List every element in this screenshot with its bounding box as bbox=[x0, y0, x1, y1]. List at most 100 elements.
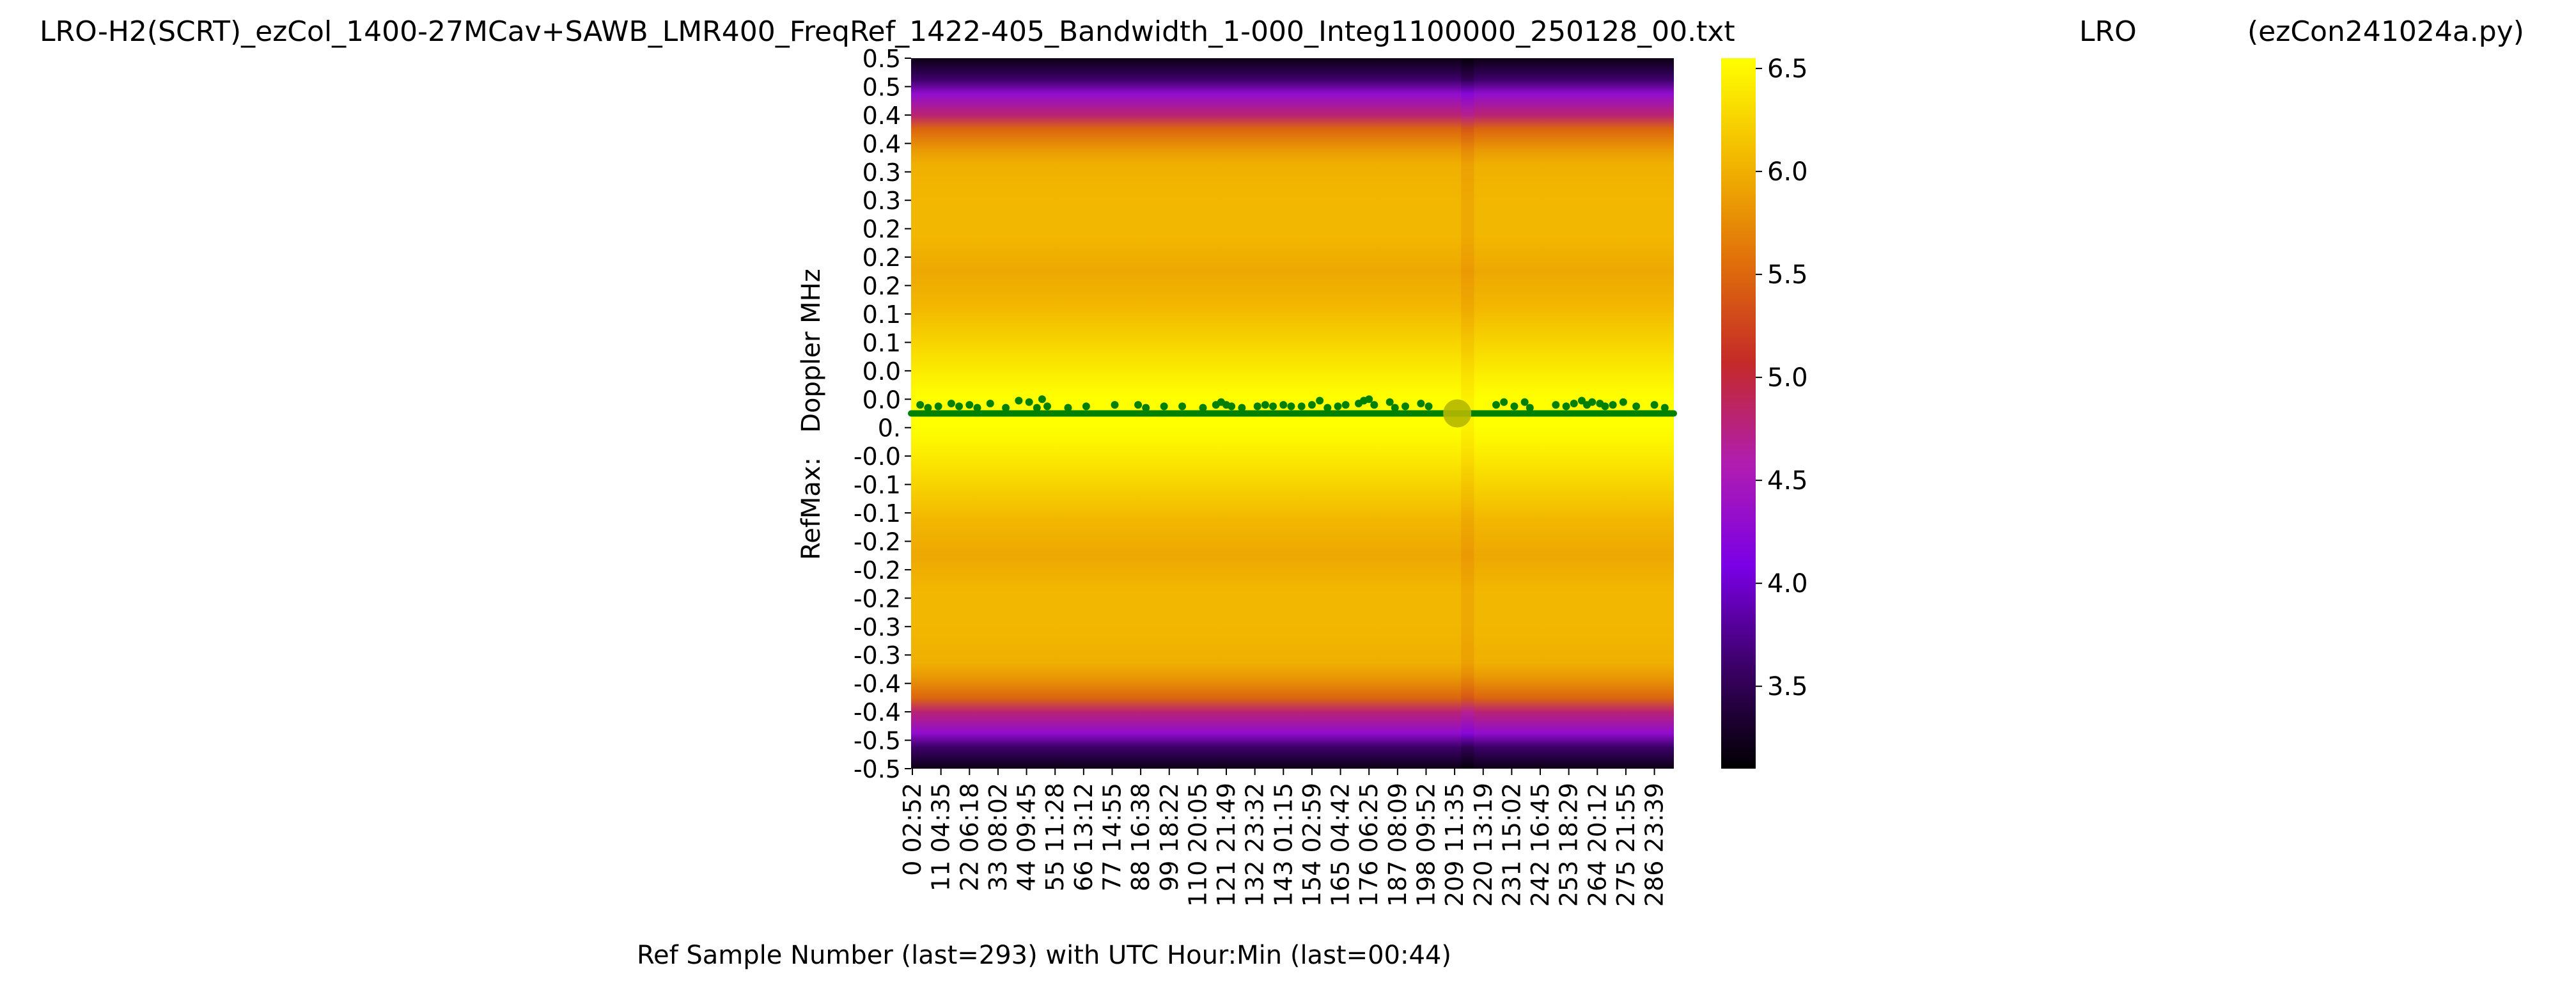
colorbar-tick-label: 6.0 bbox=[1767, 157, 1808, 187]
x-tick-label: 55 11:28 bbox=[1041, 783, 1069, 891]
y-tick-label: 0.1 bbox=[863, 301, 901, 329]
y-tick-label: 0.2 bbox=[863, 244, 901, 272]
refmax-point bbox=[1391, 404, 1399, 412]
refmax-point bbox=[1002, 404, 1010, 412]
refmax-point bbox=[1609, 401, 1617, 409]
refmax-point bbox=[1308, 401, 1316, 409]
refmax-point bbox=[955, 402, 964, 411]
refmax-point bbox=[1228, 402, 1236, 411]
x-tick-label: 0 02:52 bbox=[898, 783, 926, 876]
refmax-point bbox=[986, 399, 994, 407]
y-tick-label: 0. bbox=[878, 414, 901, 443]
refmax-point bbox=[1552, 401, 1560, 409]
refmax-point bbox=[1279, 401, 1288, 409]
refmax-point bbox=[1253, 402, 1261, 411]
y-tick-label: 0.3 bbox=[863, 187, 901, 215]
refmax-point bbox=[916, 401, 925, 409]
refmax-point bbox=[1082, 402, 1090, 411]
refmax-point bbox=[1199, 404, 1207, 412]
refmax-point bbox=[1386, 398, 1394, 406]
x-tick-label: 33 08:02 bbox=[984, 783, 1012, 891]
y-tick-label: 0.5 bbox=[863, 73, 901, 101]
refmax-point bbox=[1238, 404, 1246, 412]
refmax-point bbox=[1015, 396, 1023, 405]
y-tick-label: -0.4 bbox=[854, 670, 901, 698]
refmax-point bbox=[1365, 395, 1373, 404]
refmax-point bbox=[973, 404, 981, 412]
refmax-point bbox=[1520, 398, 1529, 406]
x-tick-label: 176 06:25 bbox=[1355, 783, 1383, 907]
refmax-point bbox=[1323, 404, 1332, 412]
x-tick-label: 99 18:22 bbox=[1155, 783, 1183, 891]
refmax-point bbox=[1269, 402, 1277, 411]
refmax-point bbox=[1570, 399, 1578, 407]
refmax-point bbox=[1601, 402, 1609, 411]
x-tick-label: 66 13:12 bbox=[1070, 783, 1098, 891]
refmax-point bbox=[924, 404, 932, 412]
colorbar-tick-label: 5.0 bbox=[1767, 363, 1808, 393]
x-tick-label: 154 02:59 bbox=[1298, 783, 1326, 907]
x-axis: 0 02:52 11 04:35 22 06:18 33 08:02 44 09:45 5… bbox=[898, 769, 1669, 907]
title-program: (ezCon241024a.py) bbox=[2247, 15, 2524, 48]
y-tick-label: -0.4 bbox=[854, 698, 901, 726]
refmax-point bbox=[1341, 401, 1350, 409]
y-tick-label: -0.2 bbox=[854, 556, 901, 584]
refmax-point bbox=[1038, 395, 1046, 404]
title-station: LRO bbox=[2079, 15, 2137, 48]
x-tick-label: 264 20:12 bbox=[1583, 783, 1611, 907]
colorbar-tick-label: 4.0 bbox=[1767, 569, 1808, 599]
refmax-point bbox=[1334, 402, 1342, 411]
refmax-point bbox=[1160, 402, 1168, 411]
colorbar-tick-label: 6.5 bbox=[1767, 54, 1808, 84]
refmax-point bbox=[1401, 402, 1410, 411]
refmax-point bbox=[1500, 398, 1508, 406]
x-tick-label: 231 15:02 bbox=[1497, 783, 1526, 907]
x-tick-label: 143 01:15 bbox=[1269, 783, 1297, 907]
refmax-point bbox=[1577, 396, 1586, 405]
refmax-point bbox=[1588, 398, 1596, 406]
x-tick-label: 187 08:09 bbox=[1384, 783, 1412, 907]
refmax-point bbox=[1660, 404, 1669, 412]
refmax-point bbox=[1064, 404, 1072, 412]
x-axis-label: Ref Sample Number (last=293) with UTC Ho… bbox=[637, 941, 1451, 970]
refmax-point bbox=[1134, 401, 1143, 409]
x-tick-label: 275 21:55 bbox=[1612, 783, 1640, 907]
y-tick-label: 0.3 bbox=[863, 159, 901, 187]
y-tick-label: -0.5 bbox=[854, 727, 901, 755]
refmax-point bbox=[1370, 401, 1378, 409]
colorbar-axis: 3.5 4.0 4.5 5.0 5.5 6.0 6.5 bbox=[1756, 54, 1808, 702]
y-tick-label: 0.5 bbox=[863, 45, 901, 73]
refmax-point bbox=[1178, 402, 1187, 411]
y-tick-label: -0.3 bbox=[854, 613, 901, 641]
refmax-point bbox=[1142, 404, 1150, 412]
x-tick-label: 11 04:35 bbox=[927, 783, 955, 891]
refmax-point bbox=[1261, 401, 1269, 409]
x-tick-label: 165 04:42 bbox=[1327, 783, 1355, 907]
colorbar-tick-label: 3.5 bbox=[1767, 672, 1808, 702]
refmax-series bbox=[908, 395, 1677, 417]
refmax-point bbox=[1111, 401, 1119, 409]
colorbar bbox=[1721, 58, 1756, 769]
refmax-point bbox=[1425, 402, 1433, 411]
refmax-point bbox=[1492, 401, 1501, 409]
x-tick-label: 77 14:55 bbox=[1098, 783, 1126, 891]
refmax-point bbox=[1297, 402, 1306, 411]
x-tick-label: 132 23:32 bbox=[1241, 783, 1269, 907]
colorbar-tick-label: 4.5 bbox=[1767, 466, 1808, 496]
x-tick-label: 88 16:38 bbox=[1127, 783, 1155, 891]
y-axis-label: RefMax: Doppler MHz bbox=[797, 269, 826, 560]
x-tick-label: 242 16:45 bbox=[1526, 783, 1554, 907]
refmax-point bbox=[1632, 402, 1641, 411]
x-tick-label: 110 20:05 bbox=[1183, 783, 1212, 907]
refmax-point bbox=[1033, 404, 1041, 412]
title-filename: LRO-H2(SCRT)_ezCol_1400-27MCav+SAWB_LMR4… bbox=[40, 15, 1735, 48]
refmax-point bbox=[1526, 404, 1534, 412]
refmax-point bbox=[1316, 396, 1324, 405]
x-tick-label: 209 11:35 bbox=[1440, 783, 1469, 907]
refmax-marker bbox=[1443, 399, 1472, 428]
refmax-point bbox=[1025, 398, 1033, 406]
refmax-point bbox=[1417, 399, 1425, 407]
x-tick-label: 253 18:29 bbox=[1555, 783, 1583, 907]
y-tick-label: -0.3 bbox=[854, 641, 901, 670]
